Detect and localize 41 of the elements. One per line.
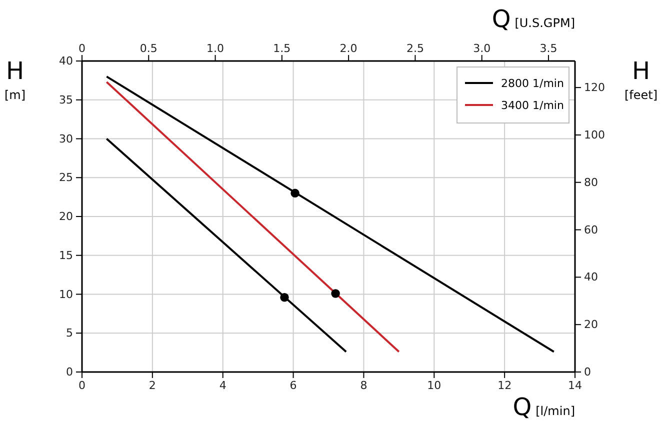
x2-tick-label: 1.5 xyxy=(273,42,291,55)
x-tick-label: 6 xyxy=(290,378,297,392)
y2-axis-title: H [feet] xyxy=(624,57,658,102)
y-axis-title: H [m] xyxy=(4,57,26,102)
y2-tick-label: 120 xyxy=(584,81,605,94)
x2-tick-label: 3.5 xyxy=(540,42,558,55)
x2-tick-label: 2.0 xyxy=(340,42,358,55)
x-tick-label: 2 xyxy=(148,378,156,392)
y-tick-label: 25 xyxy=(59,171,73,184)
x2-tick-label: 1.0 xyxy=(206,42,224,55)
x2-tick-label: 0 xyxy=(78,42,86,55)
y2-tick-label: 40 xyxy=(584,270,598,284)
point xyxy=(331,289,340,298)
legend-label: 3400 1/min xyxy=(501,99,564,112)
point xyxy=(280,293,289,302)
x2-axis-title: Q [U.S.GPM] xyxy=(492,5,575,33)
x-axis-title: Q [l/min] xyxy=(512,393,575,421)
x2-tick-label: 0.5 xyxy=(140,42,158,55)
y-tick-label: 10 xyxy=(59,288,73,301)
y-tick-label: 5 xyxy=(66,326,73,340)
y2-tick-label: 0 xyxy=(584,366,591,379)
y2-tick-label: 20 xyxy=(584,318,598,332)
y-tick-label: 35 xyxy=(59,93,73,106)
y-tick-label: 30 xyxy=(59,132,73,146)
x2-tick-label: 3.0 xyxy=(473,42,491,55)
y2-tick-label: 60 xyxy=(584,223,598,236)
y-tick-label: 0 xyxy=(66,366,73,379)
x-tick-label: 8 xyxy=(360,378,368,392)
y-tick-label: 20 xyxy=(59,210,73,224)
x-tick-label: 10 xyxy=(427,378,442,392)
y-tick-label: 40 xyxy=(59,54,73,68)
y-tick-label: 15 xyxy=(59,248,73,262)
point xyxy=(290,188,300,198)
legend-label: 2800 1/min xyxy=(501,77,564,90)
x-tick-label: 14 xyxy=(568,378,582,392)
x-tick-label: 12 xyxy=(498,378,512,392)
y2-tick-label: 80 xyxy=(584,176,598,189)
x-tick-label: 0 xyxy=(78,378,86,392)
x-tick-label: 4 xyxy=(219,378,226,392)
y2-tick-label: 100 xyxy=(584,128,605,142)
x2-tick-label: 2.5 xyxy=(406,42,424,55)
